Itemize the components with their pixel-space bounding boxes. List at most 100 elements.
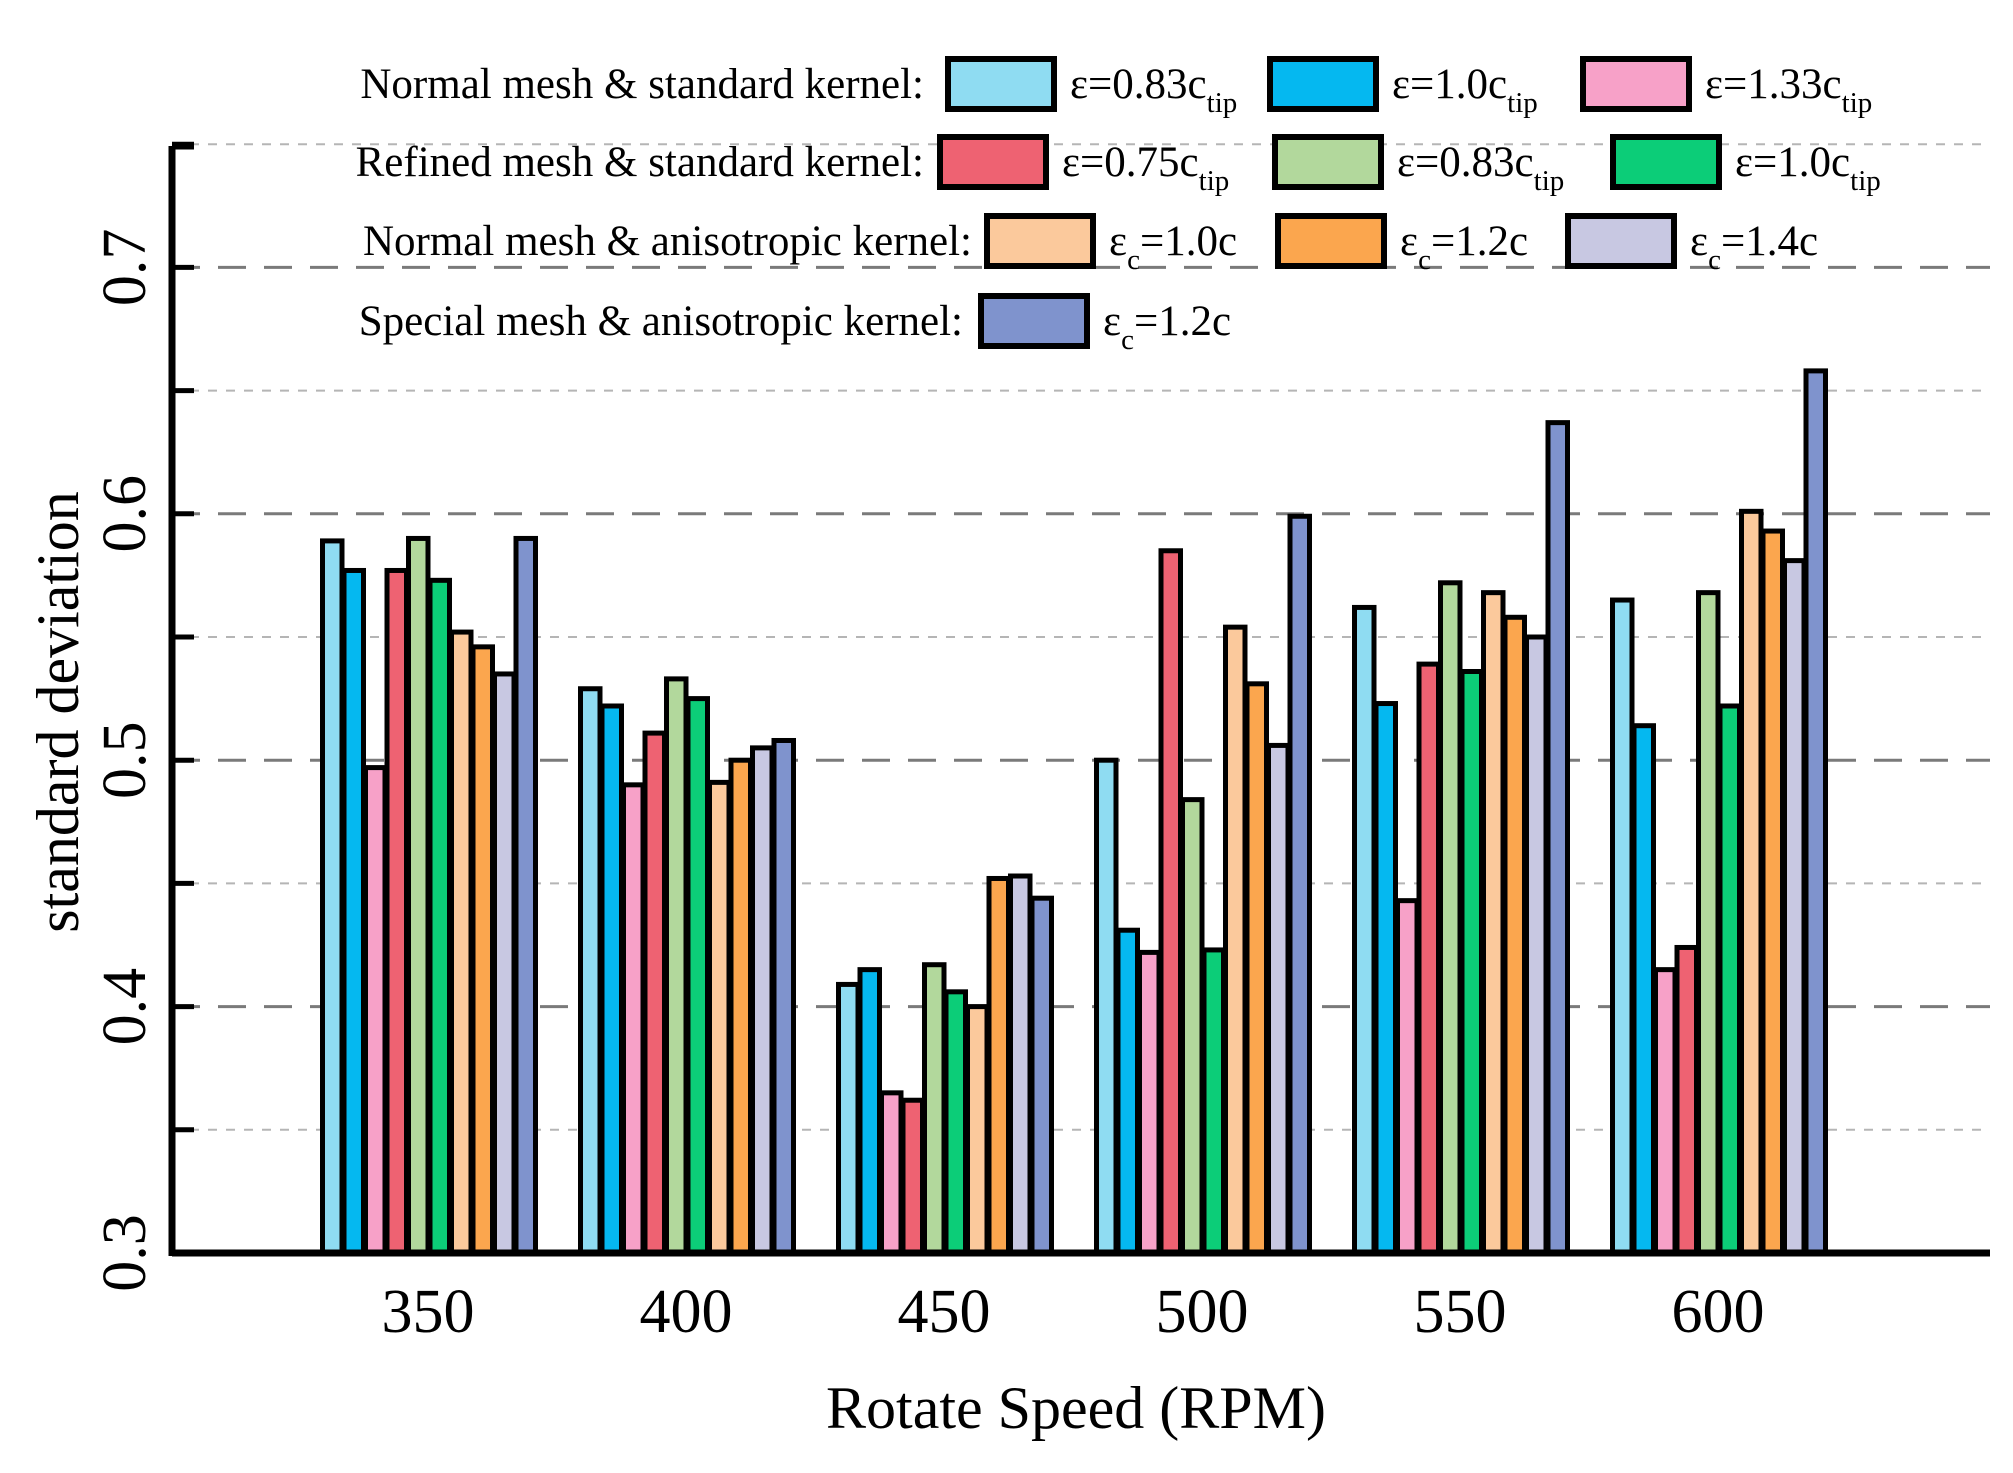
bar-400-s8 <box>750 745 775 1256</box>
bar-500-s7 <box>1244 681 1269 1256</box>
axes: 350 400 450 500 550 600 0.3 0.4 0.5 0.6 0.7 <box>91 141 1990 1346</box>
y-tick-label: 0.5 <box>91 721 159 799</box>
bar-450-s4 <box>922 962 947 1256</box>
bar-350-s5 <box>427 577 452 1256</box>
x-tick-label: 350 <box>382 1278 475 1346</box>
bar-350-s7 <box>470 644 495 1256</box>
legend-entry-label: ε=1.0ctip <box>1392 61 1538 119</box>
x-tick-label: 500 <box>1156 1278 1249 1346</box>
bar-500-s2 <box>1137 949 1162 1256</box>
bar-550-s6 <box>1481 590 1506 1256</box>
bar-400-s4 <box>664 676 689 1256</box>
bars <box>320 368 1828 1256</box>
legend-swatch-s2 <box>1580 56 1692 112</box>
bar-350-s9 <box>513 535 538 1256</box>
bar-400-s7 <box>728 757 753 1256</box>
bar-600-s7 <box>1760 528 1785 1256</box>
legend-swatch-s5 <box>1610 134 1722 190</box>
bar-450-s1 <box>857 967 882 1256</box>
x-tick-label: 600 <box>1672 1278 1765 1346</box>
bar-350-s6 <box>449 629 474 1256</box>
bar-350-s2 <box>363 765 388 1256</box>
bar-600-s5 <box>1717 703 1742 1256</box>
bar-550-s4 <box>1438 580 1463 1256</box>
legend-swatch-s4 <box>1272 134 1384 190</box>
bar-550-s3 <box>1416 661 1441 1256</box>
bar-450-s9 <box>1029 895 1054 1256</box>
bar-550-s8 <box>1524 634 1549 1256</box>
bar-400-s6 <box>707 779 732 1256</box>
bar-350-s0 <box>320 538 345 1256</box>
y-tick-label: 0.6 <box>91 475 159 553</box>
bar-500-s5 <box>1201 947 1226 1256</box>
legend-swatch-s0 <box>945 56 1057 112</box>
legend-entry-label: ε=0.83ctip <box>1397 139 1564 197</box>
bar-600-s0 <box>1610 597 1635 1256</box>
legend-entry-label: εc=1.4c <box>1690 218 1818 276</box>
bar-600-s3 <box>1674 944 1699 1256</box>
x-tick-label: 400 <box>640 1278 733 1346</box>
legend-entry-label: εc=1.0c <box>1109 218 1237 276</box>
bar-600-s4 <box>1696 590 1721 1256</box>
bar-350-s4 <box>406 535 431 1256</box>
bar-450-s5 <box>943 989 968 1256</box>
bar-500-s0 <box>1094 757 1119 1256</box>
bar-450-s0 <box>836 981 861 1256</box>
bar-500-s6 <box>1223 624 1248 1256</box>
bar-500-s1 <box>1115 927 1140 1256</box>
bar-600-s6 <box>1739 508 1764 1256</box>
bar-450-s6 <box>965 1004 990 1256</box>
bar-450-s7 <box>986 875 1011 1256</box>
legend-swatch-s1 <box>1267 56 1379 112</box>
legend-entry-label: ε=0.75ctip <box>1062 139 1229 197</box>
legend-swatch-s9 <box>978 293 1090 349</box>
y-tick-label: 0.3 <box>91 1214 159 1292</box>
bar-550-s5 <box>1459 668 1484 1256</box>
y-tick-label: 0.7 <box>91 229 159 307</box>
legend-entry-label: ε=0.83ctip <box>1070 61 1237 119</box>
legend-group-label: Normal mesh & anisotropic kernel: <box>363 218 972 265</box>
legend-entry-label: ε=1.0ctip <box>1735 139 1881 197</box>
bar-500-s8 <box>1266 742 1291 1256</box>
bar-400-s9 <box>771 737 796 1256</box>
bar-350-s1 <box>341 567 366 1256</box>
bar-550-s2 <box>1395 898 1420 1256</box>
legend-entry-label: ε=1.33ctip <box>1705 61 1872 119</box>
bar-600-s8 <box>1782 558 1807 1256</box>
bar-450-s8 <box>1008 873 1033 1256</box>
bar-450-s3 <box>900 1097 925 1256</box>
bar-400-s5 <box>685 696 710 1256</box>
legend: Normal mesh & standard kernel: ε=0.83ctip… <box>356 56 1881 356</box>
bar-600-s9 <box>1803 368 1828 1256</box>
legend-swatch-s6 <box>984 213 1096 269</box>
bar-550-s9 <box>1545 420 1570 1256</box>
y-axis-title: standard deviation <box>25 491 91 933</box>
bar-600-s1 <box>1631 723 1656 1256</box>
bar-500-s4 <box>1180 797 1205 1256</box>
bar-350-s8 <box>492 671 517 1256</box>
legend-swatch-s3 <box>937 134 1049 190</box>
bar-350-s3 <box>384 567 409 1256</box>
bar-450-s2 <box>879 1090 904 1256</box>
legend-swatch-s8 <box>1565 213 1677 269</box>
bar-400-s1 <box>599 703 624 1256</box>
x-tick-label: 450 <box>898 1278 991 1346</box>
legend-group-label: Special mesh & anisotropic kernel: <box>359 298 963 345</box>
bar-500-s9 <box>1287 513 1312 1256</box>
x-tick-label: 550 <box>1414 1278 1507 1346</box>
bar-400-s0 <box>578 686 603 1256</box>
bar-500-s3 <box>1158 548 1183 1256</box>
legend-swatch-s7 <box>1275 213 1387 269</box>
bar-400-s2 <box>621 782 646 1256</box>
y-tick-label: 0.4 <box>91 968 159 1046</box>
legend-group-label: Normal mesh & standard kernel: <box>360 61 924 108</box>
legend-group-label: Refined mesh & standard kernel: <box>356 139 924 186</box>
bar-550-s1 <box>1373 701 1398 1256</box>
x-axis-title: Rotate Speed (RPM) <box>826 1375 1326 1441</box>
bar-550-s0 <box>1352 604 1377 1256</box>
bar-400-s3 <box>642 730 667 1256</box>
legend-entry-label: εc=1.2c <box>1103 298 1231 356</box>
bar-600-s2 <box>1653 967 1678 1256</box>
bar-550-s7 <box>1502 614 1527 1256</box>
